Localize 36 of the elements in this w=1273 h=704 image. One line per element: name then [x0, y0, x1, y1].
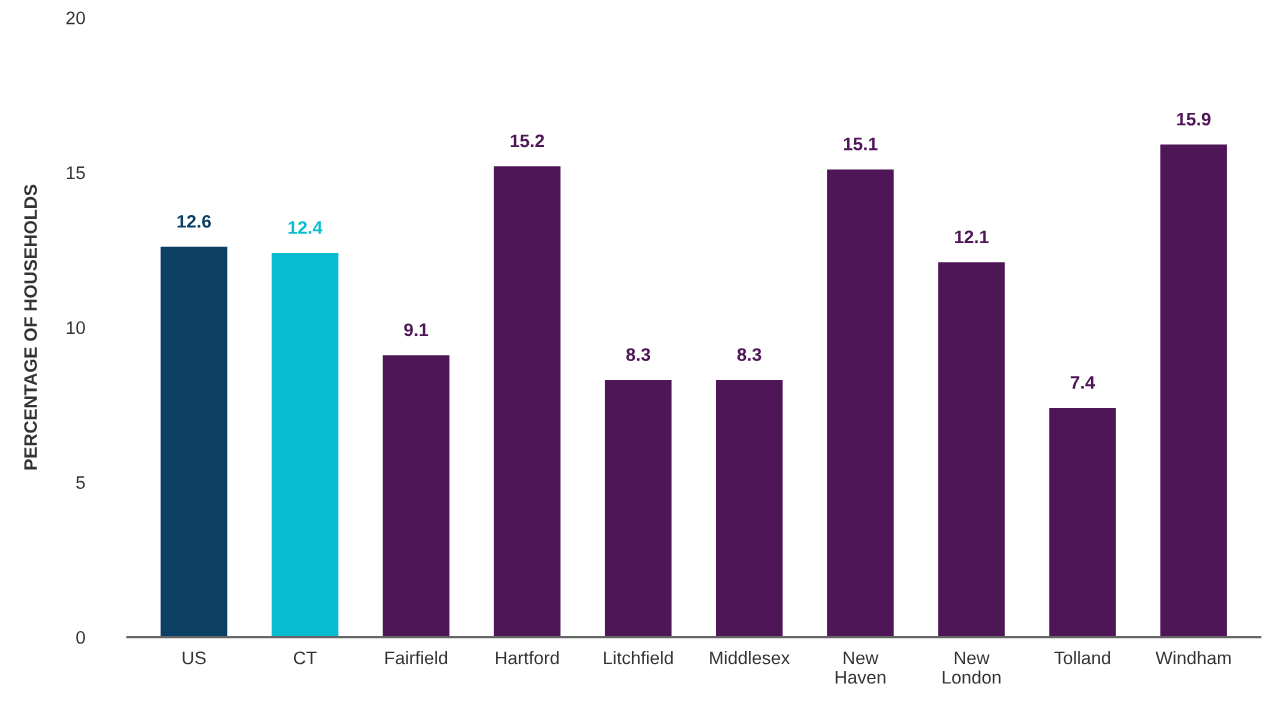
bar — [827, 169, 894, 638]
y-tick-label: 0 — [76, 631, 85, 644]
data-label: 9.1 — [404, 323, 429, 337]
x-tick-label: Fairfield — [385, 651, 448, 665]
bar — [160, 246, 228, 638]
y-tick-label: 20 — [66, 11, 85, 25]
bar — [1160, 144, 1227, 638]
x-tick-label: US — [182, 651, 206, 665]
x-tick-label: Litchfield — [604, 651, 673, 665]
x-tick-label: New Haven — [835, 651, 886, 684]
data-label: 15.9 — [1177, 112, 1211, 126]
x-tick-label: Windham — [1155, 651, 1231, 665]
x-tick-label: Middlesex — [710, 651, 790, 665]
x-tick-label: New London — [942, 651, 1001, 684]
y-tick-label: 5 — [76, 476, 85, 489]
data-label: 15.1 — [843, 137, 878, 151]
bar — [493, 166, 561, 638]
data-label: 12.1 — [955, 230, 989, 244]
y-tick-label: 10 — [66, 321, 85, 335]
x-tick-label: Tolland — [1054, 651, 1110, 665]
data-label: 8.3 — [626, 348, 651, 361]
bar — [1049, 407, 1116, 638]
bar — [271, 253, 339, 638]
bar — [938, 262, 1005, 638]
bar — [382, 355, 450, 638]
data-label: 8.3 — [737, 348, 762, 361]
x-tick-label: Hartford — [496, 651, 559, 665]
data-label: 12.4 — [288, 221, 323, 234]
data-label: 7.4 — [1070, 376, 1095, 389]
bar — [604, 380, 672, 638]
y-tick-label: 15 — [66, 166, 85, 180]
bar — [716, 380, 783, 638]
data-label: 12.6 — [177, 214, 211, 228]
data-label: 15.2 — [510, 134, 545, 148]
y-axis-title: PERCENTAGE OF HOUSEHOLDS — [24, 184, 37, 470]
x-tick-label: CT — [293, 651, 317, 665]
